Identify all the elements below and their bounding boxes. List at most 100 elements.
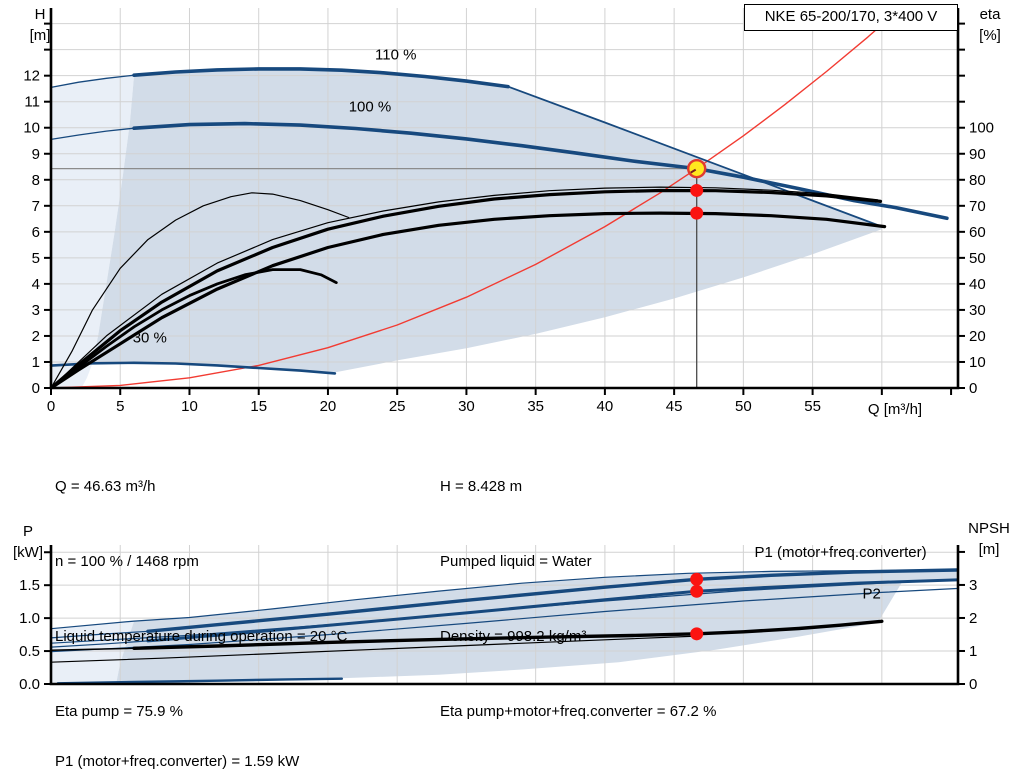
power-right-axis-title: NPSH [m] — [958, 518, 1020, 560]
power-right-tick-0: 0 — [969, 676, 977, 693]
head-left-tick-10: 10 — [23, 120, 40, 137]
eta-unit: [%] — [979, 27, 1001, 44]
info-line-temp: Liquid temperature during operation = 20… — [55, 628, 348, 645]
power-right-tick-3: 3 — [969, 577, 977, 594]
head-x-tick-45: 45 — [666, 398, 683, 415]
h-unit: [m] — [29, 27, 51, 44]
npsh-curve — [132, 619, 884, 650]
info-line-density: Density = 998.2 kg/m³ — [440, 628, 587, 645]
p1-thin-start — [50, 630, 149, 639]
head-left-tick-2: 2 — [32, 328, 40, 345]
system-curve — [50, 8, 901, 389]
power-left-tick-1.0: 1.0 — [19, 610, 40, 627]
head-curve-label: 110 % — [375, 47, 416, 64]
head-left-tick-1: 1 — [32, 354, 40, 371]
eta-pump-curve — [49, 188, 883, 390]
head-left-tick-7: 7 — [32, 198, 40, 215]
head-right-axis-title: eta [%] — [964, 4, 1016, 46]
eta-total-curve — [49, 211, 887, 390]
head-right-tick-30: 30 — [969, 302, 986, 319]
info-line-eta-pump: Eta pump = 75.9 % — [55, 703, 183, 720]
power-curve-label: P1 (motor+freq.converter) — [754, 544, 926, 561]
head-left-tick-6: 6 — [32, 224, 40, 241]
head-x-tick-50: 50 — [735, 398, 752, 415]
p2-thin-start — [50, 640, 149, 648]
eta-symbol: eta — [979, 6, 1001, 23]
head-right-tick-40: 40 — [969, 276, 986, 293]
power-left-tick-0.0: 0.0 — [19, 676, 40, 693]
power-left-tick-1.5: 1.5 — [19, 577, 40, 594]
head-left-tick-0: 0 — [32, 380, 40, 397]
eta-total-point — [690, 206, 704, 220]
eta-arch-2 — [49, 268, 338, 390]
head-right-tick-50: 50 — [969, 250, 986, 267]
npsh-point — [690, 627, 704, 641]
head-left-tick-5: 5 — [32, 250, 40, 267]
power-right-tick-2: 2 — [969, 610, 977, 627]
eta-pump-point — [690, 183, 704, 197]
head-x-tick-25: 25 — [389, 398, 406, 415]
head-right-tick-60: 60 — [969, 224, 986, 241]
info-line-eta-total: Eta pump+motor+freq.converter = 67.2 % — [440, 703, 717, 720]
curve-110-thin-start — [50, 74, 135, 89]
p-unit: [kW] — [13, 544, 43, 561]
power-curve-label: P2 — [862, 585, 880, 602]
head-x-tick-40: 40 — [597, 398, 614, 415]
duty-info-left: Q = 46.63 m³/h n = 100 % / 1468 rpm Liqu… — [55, 424, 347, 774]
head-left-tick-8: 8 — [32, 172, 40, 189]
info-line-n: n = 100 % / 1468 rpm — [55, 553, 199, 570]
p-symbol: P — [22, 523, 33, 540]
power-chart: 1.5 1.0 0.5 0.0 3 2 1 0 P1 (motor+freq.converter… — [19, 544, 977, 693]
curve-110-max-boundary — [507, 85, 883, 228]
head-x-tick-5: 5 — [116, 398, 124, 415]
p2-point — [690, 584, 704, 598]
head-x-tick-20: 20 — [320, 398, 337, 415]
head-x-tick-0: 0 — [47, 398, 55, 415]
head-curve-label: 100 % — [349, 99, 392, 116]
duty-info-right: H = 8.428 m Pumped liquid = Water Densit… — [440, 424, 716, 774]
duty-point[interactable] — [687, 158, 707, 179]
head-right-tick-0: 0 — [969, 380, 977, 397]
head-left-tick-11: 11 — [24, 94, 40, 111]
curve-100-thin-start — [50, 127, 135, 141]
head-right-tick-70: 70 — [969, 198, 986, 215]
head-right-tick-20: 20 — [969, 328, 986, 345]
info-line-h: H = 8.428 m — [440, 478, 523, 495]
power-left-axis-title: P [kW] — [6, 521, 50, 563]
curve-30 — [49, 361, 337, 375]
power-info: P1 (motor+freq.converter) = 1.59 kW P2 =… — [55, 699, 299, 781]
head-right-tick-90: 90 — [969, 146, 986, 163]
head-left-tick-12: 12 — [23, 68, 40, 85]
head-right-tick-100: 100 — [969, 120, 994, 137]
head-x-tick-30: 30 — [458, 398, 475, 415]
power-30-curve — [56, 677, 343, 685]
power-band-low — [50, 587, 958, 653]
head-x-tick-10: 10 — [181, 398, 198, 415]
npsh-symbol: NPSH — [968, 520, 1010, 537]
head-left-tick-9: 9 — [32, 146, 40, 163]
head-chart: 0 5 10 15 20 25 30 35 40 45 50 55012345678910111201… — [23, 8, 994, 415]
power-envelope-main — [116, 570, 957, 684]
head-x-tick-15: 15 — [250, 398, 267, 415]
head-x-tick-35: 35 — [527, 398, 544, 415]
npsh-unit: [m] — [978, 541, 1000, 558]
npsh-band-thin — [50, 635, 698, 663]
head-left-tick-3: 3 — [32, 302, 40, 319]
head-left-axis-title: H [m] — [22, 4, 58, 46]
npsh-thin-start — [50, 647, 135, 652]
power-band-top — [50, 569, 958, 630]
head-curve-label: 30 % — [133, 330, 167, 347]
info-line-q: Q = 46.63 m³/h — [55, 478, 156, 495]
q-axis-label: Q [m³/h] — [867, 401, 923, 418]
power-right-tick-1: 1 — [969, 643, 977, 660]
head-right-tick-10: 10 — [969, 354, 986, 371]
pump-title-box: NKE 65-200/170, 3*400 V — [744, 4, 958, 31]
eta-thin-upper — [50, 186, 879, 389]
head-left-tick-4: 4 — [32, 276, 40, 293]
h-symbol: H — [34, 6, 46, 23]
info-line-liquid: Pumped liquid = Water — [440, 553, 592, 570]
head-right-tick-80: 80 — [969, 172, 986, 189]
power-left-tick-0.5: 0.5 — [19, 643, 40, 660]
head-x-tick-55: 55 — [804, 398, 821, 415]
